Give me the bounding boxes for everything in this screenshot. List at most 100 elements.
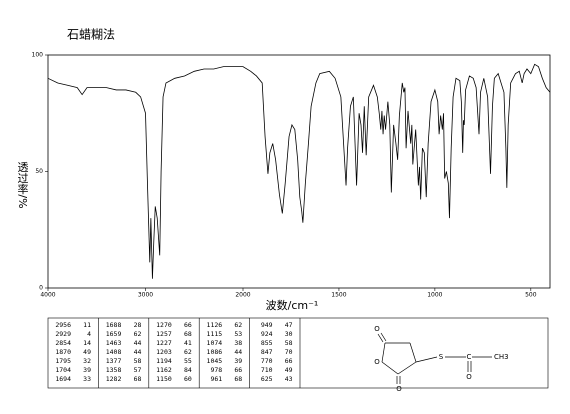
peak-wavenumber: 1086 — [207, 348, 223, 356]
peak-wavenumber: 1870 — [55, 348, 71, 356]
bond — [380, 332, 387, 342]
peak-transmittance: 44 — [134, 339, 142, 347]
peak-wavenumber: 710 — [261, 366, 273, 374]
peak-transmittance: 68 — [184, 330, 192, 338]
peak-wavenumber: 949 — [261, 321, 273, 329]
peak-wavenumber: 625 — [261, 375, 273, 383]
peak-transmittance: 84 — [184, 366, 192, 374]
peak-transmittance: 32 — [83, 357, 91, 365]
peak-transmittance: 57 — [134, 366, 142, 374]
peak-wavenumber: 1463 — [106, 339, 122, 347]
chart-title: 石蜡糊法 — [67, 27, 115, 42]
peak-transmittance: 58 — [285, 339, 293, 347]
peak-transmittance: 53 — [234, 330, 242, 338]
peak-transmittance: 44 — [134, 348, 142, 356]
structure — [377, 332, 492, 384]
peak-transmittance: 62 — [134, 330, 142, 338]
peak-wavenumber: 1203 — [156, 348, 172, 356]
peak-transmittance: 38 — [234, 339, 242, 347]
peak-wavenumber: 1795 — [55, 357, 71, 365]
peak-wavenumber: 2929 — [55, 330, 71, 338]
peak-transmittance: 49 — [83, 348, 91, 356]
peak-wavenumber: 1074 — [207, 339, 223, 347]
peak-wavenumber: 1282 — [106, 375, 122, 383]
peak-wavenumber: 1162 — [156, 366, 172, 374]
peak-transmittance: 49 — [285, 366, 293, 374]
peak-transmittance: 39 — [83, 366, 91, 374]
peak-transmittance: 41 — [184, 339, 192, 347]
peak-wavenumber: 1126 — [207, 321, 223, 329]
peak-wavenumber: 1694 — [55, 375, 71, 383]
peak-wavenumber: 2854 — [55, 339, 71, 347]
peak-transmittance: 60 — [184, 375, 192, 383]
y-tick-label: 0 — [39, 285, 43, 292]
peak-wavenumber: 1704 — [55, 366, 71, 374]
peak-wavenumber: 1270 — [156, 321, 172, 329]
peak-transmittance: 68 — [234, 375, 242, 383]
peak-transmittance: 66 — [285, 357, 293, 365]
peak-transmittance: 66 — [184, 321, 192, 329]
bond — [377, 333, 384, 343]
bond — [381, 342, 386, 363]
peak-wavenumber: 1194 — [156, 357, 172, 365]
y-tick-label: 50 — [35, 168, 43, 175]
peak-wavenumber: 1659 — [106, 330, 122, 338]
peak-transmittance: 33 — [83, 375, 91, 383]
peak-wavenumber: 2956 — [55, 321, 71, 329]
peak-wavenumber: 1358 — [106, 366, 122, 374]
peak-transmittance: 66 — [234, 366, 242, 374]
atom-label: CH3 — [494, 353, 509, 361]
spectrum-line — [47, 63, 551, 279]
x-tick-label: 1500 — [331, 292, 346, 299]
x-tick-label: 1000 — [427, 292, 442, 299]
peak-wavenumber: 770 — [261, 357, 273, 365]
y-tick-label: 100 — [32, 52, 44, 59]
peak-wavenumber: 1257 — [156, 330, 172, 338]
atom-label: O — [374, 325, 380, 333]
peak-transmittance: 47 — [285, 321, 293, 329]
peak-wavenumber: 1377 — [106, 357, 122, 365]
y-axis-label: 透过率/% — [16, 161, 29, 208]
peak-wavenumber: 978 — [210, 366, 222, 374]
x-tick-label: 3000 — [138, 292, 153, 299]
atom-label: O — [466, 373, 472, 381]
bond — [415, 356, 438, 363]
atom-label: O — [396, 385, 402, 393]
bond — [397, 361, 417, 375]
peak-table-frame — [47, 317, 549, 389]
peak-transmittance: 4 — [87, 330, 91, 338]
peak-wavenumber: 1115 — [207, 330, 223, 338]
peak-transmittance: 39 — [234, 357, 242, 365]
x-axis-label: 波数/cm⁻¹ — [266, 299, 319, 312]
bond — [409, 342, 417, 363]
peak-transmittance: 62 — [234, 321, 242, 329]
peak-transmittance: 30 — [285, 330, 293, 338]
peak-transmittance: 55 — [184, 357, 192, 365]
peak-wavenumber: 847 — [261, 348, 273, 356]
peak-transmittance: 28 — [134, 321, 142, 329]
atom-label: O — [374, 358, 380, 366]
peak-transmittance: 70 — [285, 348, 293, 356]
peak-wavenumber: 961 — [210, 375, 222, 383]
peak-wavenumber: 1150 — [156, 375, 172, 383]
x-tick-label: 500 — [525, 292, 537, 299]
peak-wavenumber: 924 — [261, 330, 273, 338]
bond — [381, 361, 399, 375]
peak-wavenumber: 1227 — [156, 339, 172, 347]
atom-label: S — [439, 353, 444, 361]
peak-wavenumber: 855 — [261, 339, 273, 347]
peak-transmittance: 44 — [234, 348, 242, 356]
peak-transmittance: 14 — [83, 339, 91, 347]
peak-wavenumber: 1688 — [106, 321, 122, 329]
peak-transmittance: 62 — [184, 348, 192, 356]
x-tick-label: 4000 — [40, 292, 55, 299]
peak-wavenumber: 1408 — [106, 348, 122, 356]
peak-transmittance: 68 — [134, 375, 142, 383]
peak-transmittance: 58 — [134, 357, 142, 365]
atom-label: C — [467, 353, 472, 361]
peak-transmittance: 43 — [285, 375, 293, 383]
peak-transmittance: 11 — [83, 321, 91, 329]
x-tick-label: 2000 — [235, 292, 250, 299]
peak-wavenumber: 1045 — [207, 357, 223, 365]
